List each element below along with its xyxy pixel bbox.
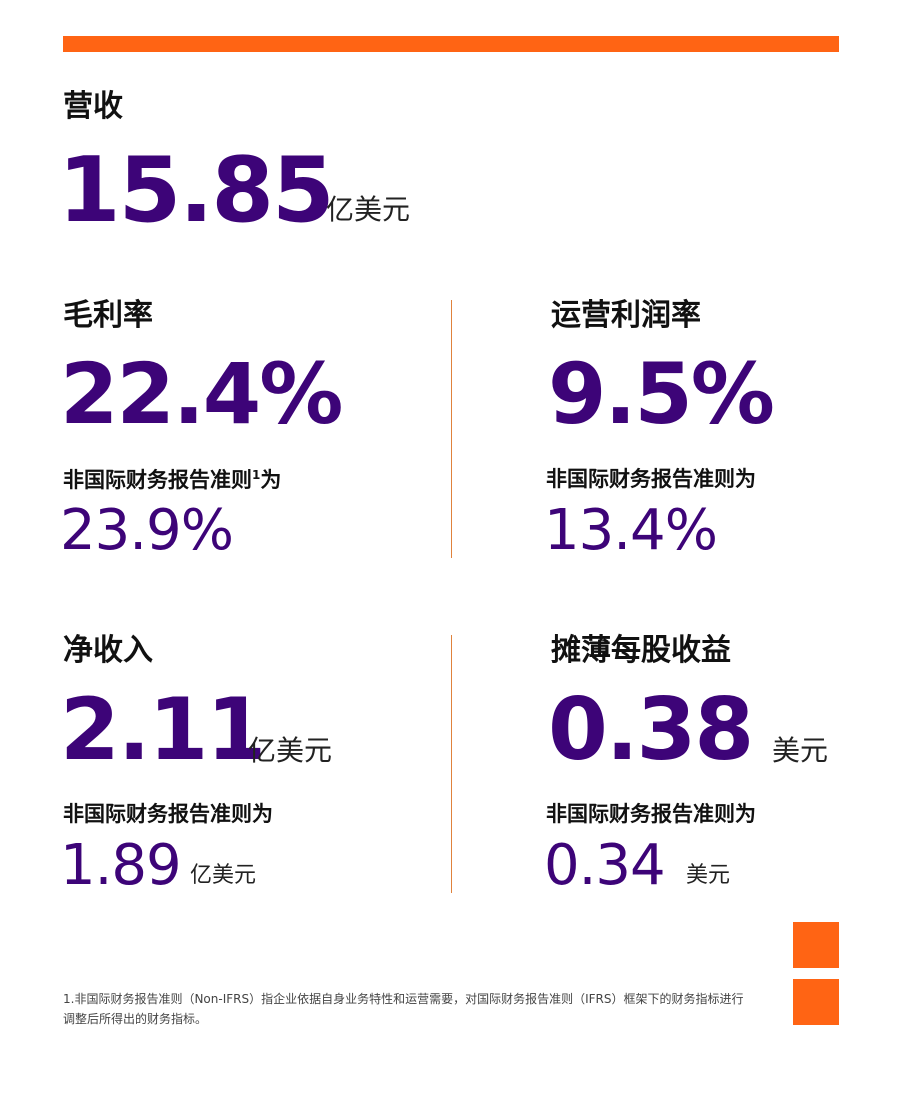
gross-margin-label: 毛利率: [63, 298, 153, 333]
gross-margin-non-ifrs-value: 23.9%: [60, 498, 234, 563]
net-income-non-ifrs-unit: 亿美元: [190, 863, 257, 888]
net-income-non-ifrs-label: 非国际财务报告准则为: [63, 802, 273, 826]
column-divider-top: [451, 300, 452, 558]
operating-margin-non-ifrs-value: 13.4%: [544, 498, 718, 563]
net-income-label: 净收入: [63, 633, 153, 668]
diluted-eps-label: 摊薄每股收益: [551, 633, 731, 668]
operating-margin-non-ifrs-label: 非国际财务报告准则为: [546, 467, 756, 491]
non-ifrs-label-suffix: 为: [260, 468, 282, 492]
net-income-unit: 亿美元: [248, 734, 333, 767]
footnote: 1.非国际财务报告准则（Non-IFRS）指企业依据自身业务特性和运营需要，对国…: [63, 992, 744, 1026]
revenue-unit: 亿美元: [326, 193, 411, 226]
diluted-eps-value: 0.38: [548, 680, 754, 780]
net-income-non-ifrs-value: 1.89: [60, 833, 182, 898]
diluted-eps-non-ifrs-value: 0.34: [544, 833, 666, 898]
footnote-ref: 1: [252, 468, 261, 482]
diluted-eps-unit: 美元: [772, 734, 829, 767]
operating-margin-value: 9.5%: [548, 345, 775, 443]
gross-margin-value: 22.4%: [60, 345, 343, 443]
diluted-eps-non-ifrs-label: 非国际财务报告准则为: [546, 802, 756, 826]
non-ifrs-label-text: 非国际财务报告准则: [63, 468, 252, 492]
top-accent-bar: [63, 36, 839, 52]
revenue-value: 15.85: [58, 138, 335, 243]
revenue-label: 营收: [63, 89, 123, 124]
diluted-eps-non-ifrs-unit: 美元: [686, 863, 731, 888]
operating-margin-label: 运营利润率: [551, 298, 701, 333]
decorative-square-bottom: [793, 979, 839, 1025]
gross-margin-non-ifrs-label: 非国际财务报告准则1为: [63, 469, 281, 491]
decorative-square-top: [793, 922, 839, 968]
column-divider-bottom: [451, 635, 452, 893]
net-income-value: 2.11: [60, 680, 266, 780]
